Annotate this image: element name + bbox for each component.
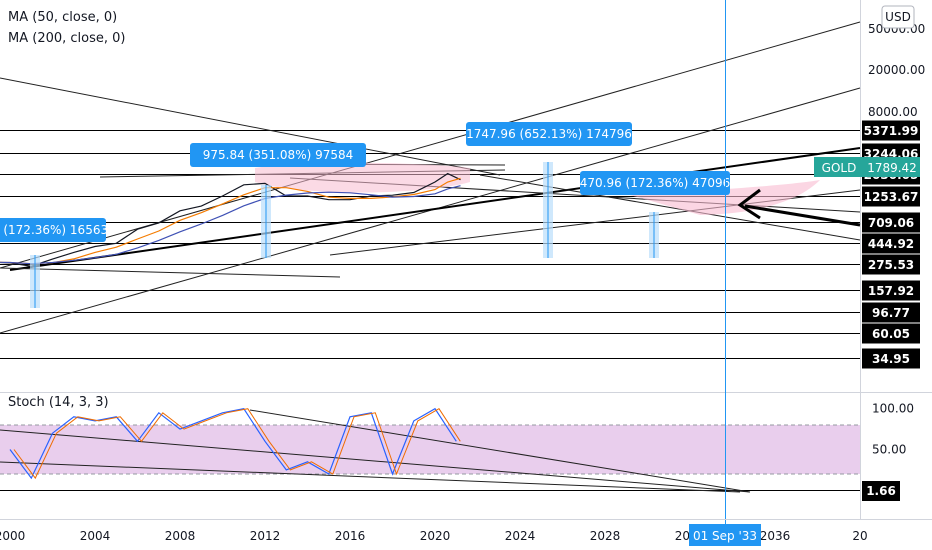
arrow-head-icon: [737, 188, 761, 220]
currency-tag[interactable]: USD: [881, 5, 915, 29]
callout-box: [0, 218, 106, 242]
x-tick-label: 2028: [590, 529, 621, 543]
gold-symbol: GOLD: [822, 161, 857, 175]
ma50-legend[interactable]: MA (50, close, 0): [8, 10, 118, 25]
time-axis: 2000200420082012201620202024202820322036…: [0, 519, 932, 543]
level-label-text: 34.95: [872, 352, 910, 366]
trend-line: [249, 409, 751, 493]
level-label-box: [862, 233, 920, 254]
level-label-box: [862, 302, 920, 323]
callout-text: 975.84 (351.08%) 97584: [203, 148, 354, 162]
callout-box: [190, 143, 366, 167]
stoch-series: [9, 407, 461, 480]
callout-box: [466, 122, 632, 146]
price-line: [0, 172, 461, 267]
cursor-date-text: 01 Sep '33: [693, 529, 757, 543]
callout-box: [580, 171, 730, 195]
stoch-level-box: [862, 481, 900, 501]
callout-text: 3 (172.36%) 16563: [0, 223, 108, 237]
level-label-text: 709.06: [868, 216, 914, 230]
stoch-d-line: [13, 408, 461, 480]
callout-text: 1747.96 (652.13%) 174796: [466, 127, 632, 141]
level-label-box: [862, 186, 920, 207]
level-label-box: [862, 212, 920, 233]
price-axis: 5371.993244.062030.051253.67709.06444.92…: [862, 22, 925, 501]
x-tick-label: 2036: [760, 529, 791, 543]
callout-text: 470.96 (172.36%) 47096: [580, 176, 731, 190]
cursor-date-label: 01 Sep '33: [689, 524, 761, 546]
y-tick-label: 20000.00: [868, 63, 925, 77]
ma200-legend[interactable]: MA (200, close, 0): [8, 31, 126, 46]
measure-arrows: [30, 162, 659, 308]
stoch-k-line: [9, 407, 457, 480]
ma200-line: [0, 185, 461, 265]
level-label-box: [862, 280, 920, 301]
callouts: 3 (172.36%) 16563 975.84 (351.08%) 97584 1…: [0, 122, 730, 242]
consolidation-zone: [255, 162, 470, 193]
trend-line: [0, 429, 751, 493]
level-label-text: 444.92: [868, 237, 914, 251]
arrow-shaft: [744, 204, 861, 227]
x-tick-label: 2016: [335, 529, 366, 543]
trend-line: [0, 461, 741, 493]
stoch-level-text: 1.66: [866, 484, 896, 498]
price-series: [0, 172, 461, 267]
trend-line: [9, 147, 861, 271]
x-tick-label: 2000: [0, 529, 25, 543]
level-label-box: [862, 323, 920, 344]
gold-last-price: 1789.42: [867, 161, 917, 175]
level-label-box: [862, 120, 920, 141]
x-tick-label: 2012: [250, 529, 281, 543]
y-tick-label: 8000.00: [868, 105, 918, 119]
level-label-text: 275.53: [868, 258, 914, 272]
trend-line: [0, 267, 341, 278]
stoch-y-tick: 50.00: [872, 443, 906, 457]
x-tick-label: 20: [852, 529, 867, 543]
x-tick-label: 2024: [505, 529, 536, 543]
level-label-text: 60.05: [872, 327, 910, 341]
level-label-box: [862, 348, 920, 369]
x-tick-label: 2020: [420, 529, 451, 543]
level-label-text: 1253.67: [864, 190, 919, 204]
x-tick-label: 2008: [165, 529, 196, 543]
trend-line: [0, 77, 501, 176]
stoch-legend[interactable]: Stoch (14, 3, 3): [8, 395, 109, 410]
level-label-text: 5371.99: [864, 124, 919, 138]
level-label-text: 96.77: [872, 306, 910, 320]
level-label-box: [862, 254, 920, 275]
level-label-text: 157.92: [868, 284, 914, 298]
gold-price-label: GOLD 1789.42: [814, 157, 920, 177]
x-tick-label: 2004: [80, 529, 111, 543]
currency-text: USD: [885, 10, 911, 24]
stoch-y-tick: 100.00: [872, 402, 914, 416]
